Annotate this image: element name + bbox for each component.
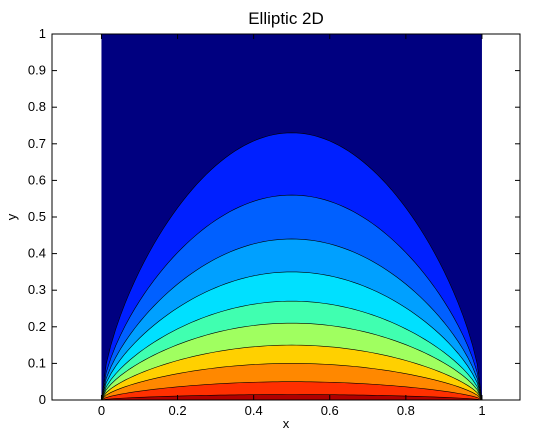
- plot-area: [100, 34, 483, 401]
- y-tick-label: 0.9: [28, 63, 46, 78]
- y-tick-label: 0.2: [28, 319, 46, 334]
- y-tick-label: 0.4: [28, 246, 46, 261]
- x-tick-label: 1: [478, 403, 485, 418]
- x-tick-label: 0.8: [397, 403, 415, 418]
- y-tick-label: 0.5: [28, 209, 46, 224]
- y-tick-label: 0.7: [28, 136, 46, 151]
- tick-group: 0 0.2 0.4 0.6 0.8 1 0 0.1 0.2 0.3 0.4 0.5 0.6 0.7 0.8 0…: [28, 26, 520, 418]
- chart-title: Elliptic 2D: [248, 9, 324, 28]
- x-tick-label: 0.2: [169, 403, 187, 418]
- x-tick-label: 0: [98, 403, 105, 418]
- y-tick-label: 1: [39, 26, 46, 41]
- y-tick-label: 0: [39, 392, 46, 407]
- x-tick-label: 0.4: [245, 403, 263, 418]
- x-axis-label: x: [283, 416, 290, 431]
- y-axis-label: y: [4, 213, 19, 220]
- y-tick-label: 0.8: [28, 99, 46, 114]
- y-tick-label: 0.6: [28, 172, 46, 187]
- y-tick-label: 0.1: [28, 355, 46, 370]
- y-tick-label: 0.3: [28, 282, 46, 297]
- contour-band-10: [101, 394, 482, 401]
- x-tick-label: 0.6: [321, 403, 339, 418]
